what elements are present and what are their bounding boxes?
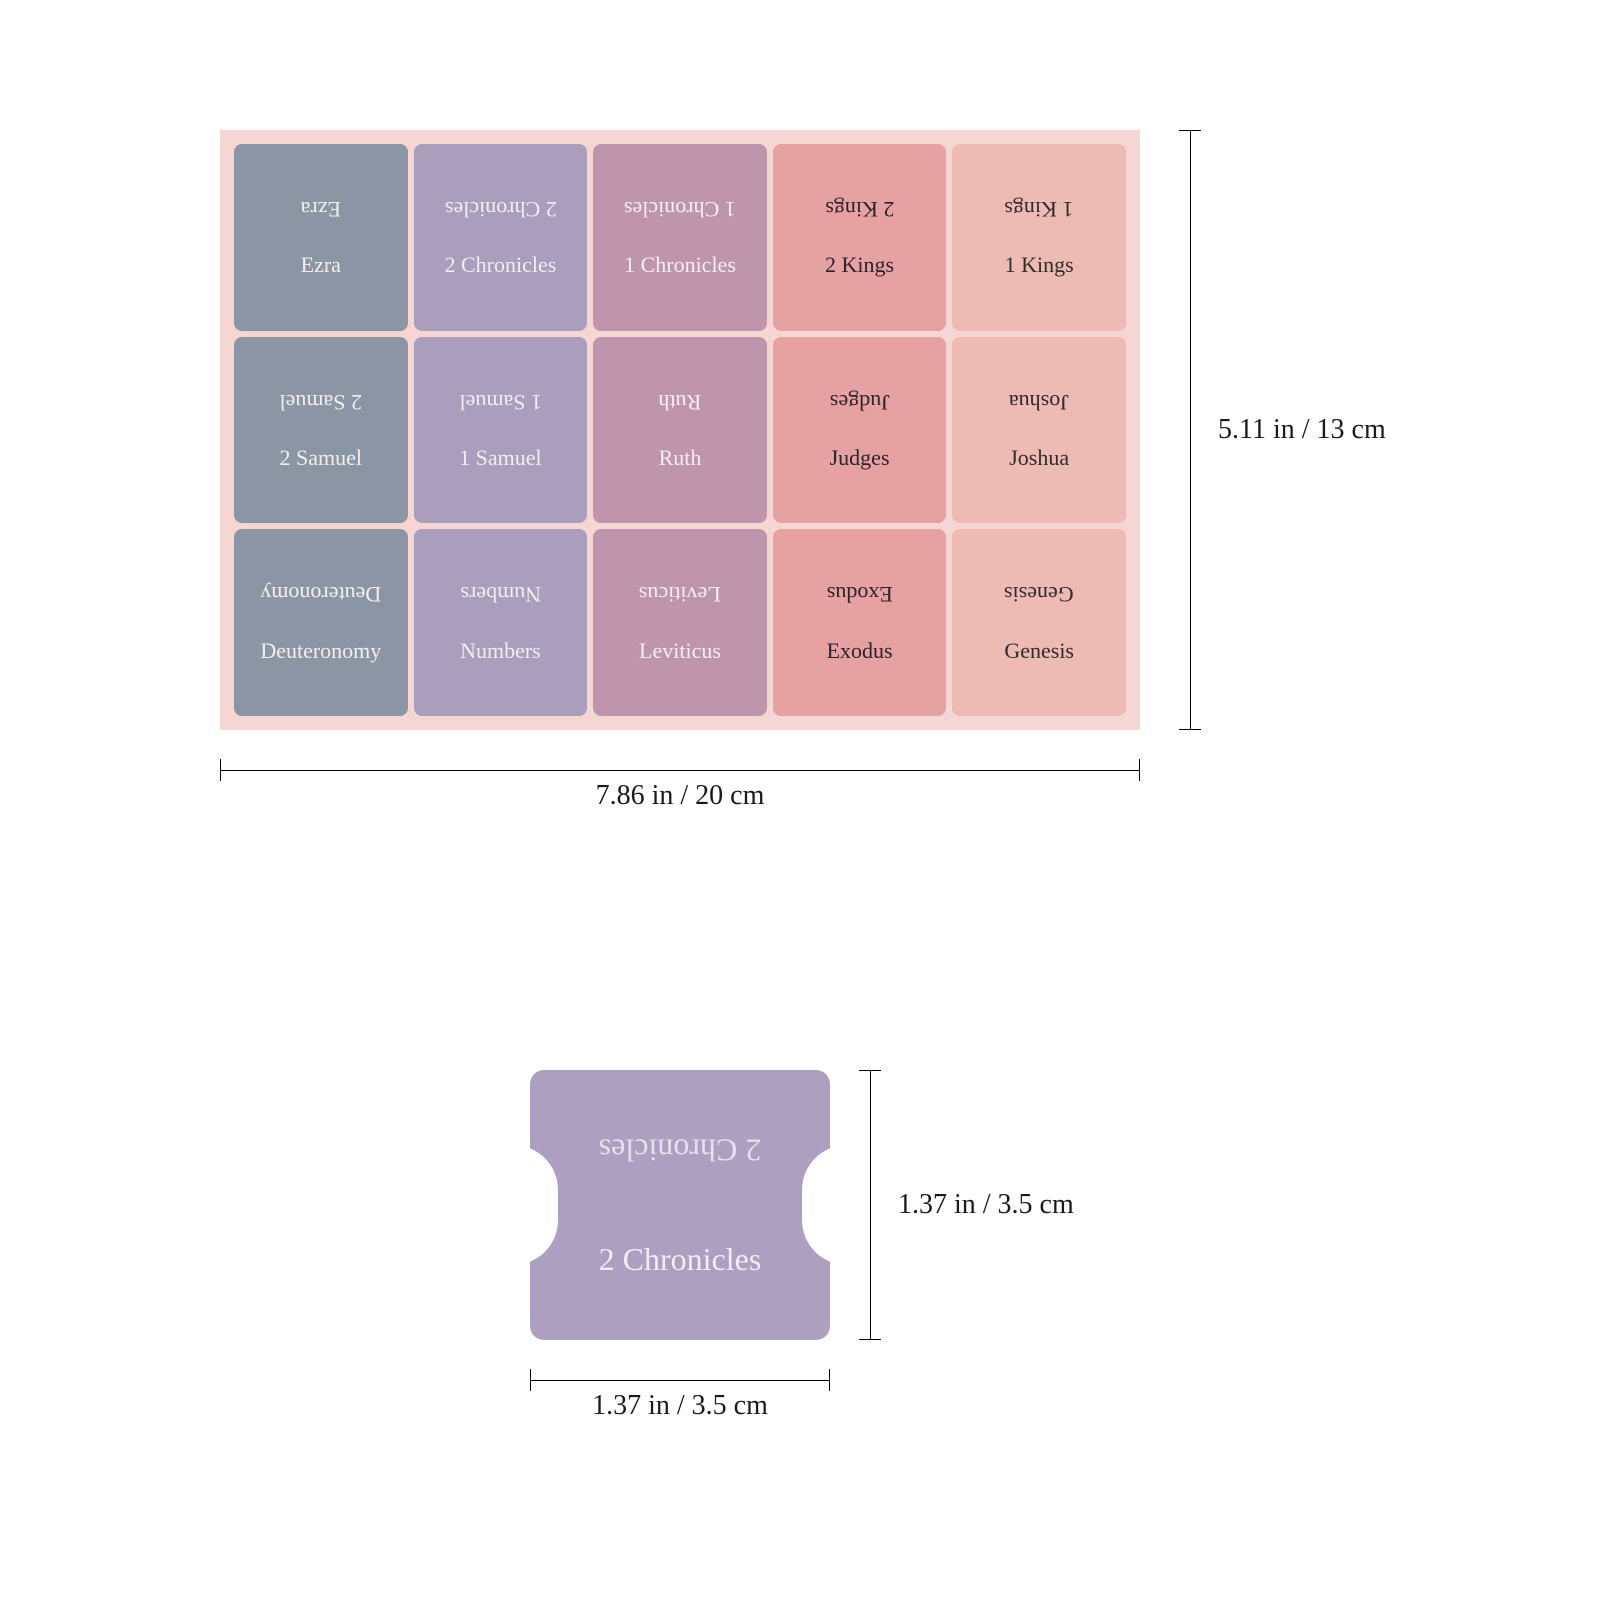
tab-label-flip: 2 Kings	[773, 192, 947, 227]
sheet-tab: Leviticus Leviticus	[593, 529, 767, 716]
sheet-grid: Ezra Ezra2 Chronicles 2 Chronicles1 Chroni…	[220, 130, 1140, 730]
tab-label: Genesis	[952, 633, 1126, 668]
sheet-tab: Ezra Ezra	[234, 144, 408, 331]
tab-label: 2 Chronicles	[414, 247, 588, 282]
sheet-row: Deuteronomy DeuteronomyNumbers NumbersLevi…	[234, 529, 1126, 716]
single-tab-label-flip: 2 Chronicles	[530, 1121, 830, 1179]
tab-label-flip: Judges	[773, 385, 947, 420]
sheet-tab: 2 Samuel 2 Samuel	[234, 337, 408, 524]
tab-label: Leviticus	[593, 633, 767, 668]
sheet-tab: Numbers Numbers	[414, 529, 588, 716]
sheet-tab: Genesis Genesis	[952, 529, 1126, 716]
sheet-height-label: 5.11 in / 13 cm	[1218, 414, 1386, 446]
tab-label-flip: 2 Samuel	[234, 385, 408, 420]
tab-label: Ezra	[234, 247, 408, 282]
sheet-row: 2 Samuel2 Samuel1 Samuel1 SamuelRuthRuth…	[234, 337, 1126, 524]
single-height-label: 1.37 in / 3.5 cm	[898, 1189, 1074, 1221]
sheet-tab: 2 Kings 2 Kings	[773, 144, 947, 331]
single-tab: 2 Chronicles 2 Chronicles 1.37 in / 3.5 …	[530, 1070, 830, 1340]
sheet-tab: 1 Kings 1 Kings	[952, 144, 1126, 331]
tab-label-flip: 2 Chronicles	[414, 192, 588, 227]
tab-label-flip: Genesis	[952, 577, 1126, 612]
single-tab-label: 2 Chronicles	[530, 1231, 830, 1289]
tab-label-flip: Numbers	[414, 577, 588, 612]
tab-label-flip: Joshua	[952, 385, 1126, 420]
sheet-tab: 2 Chronicles 2 Chronicles	[414, 144, 588, 331]
tab-label-flip: Ruth	[593, 385, 767, 420]
sheet-width-dim: 7.86 in / 20 cm	[220, 770, 1140, 812]
sheet-tab: 1 Samuel 1 Samuel	[414, 337, 588, 524]
tab-label: Deuteronomy	[234, 633, 408, 668]
single-width-dim: 1.37 in / 3.5 cm	[530, 1380, 830, 1422]
sheet-tab: Exodus Exodus	[773, 529, 947, 716]
tab-label: Joshua	[952, 440, 1126, 475]
tab-label: Numbers	[414, 633, 588, 668]
tab-label-flip: Deuteronomy	[234, 577, 408, 612]
sheet-row: Ezra Ezra2 Chronicles 2 Chronicles1 Chroni…	[234, 144, 1126, 331]
sheet-tab: Deuteronomy Deuteronomy	[234, 529, 408, 716]
tab-label-flip: 1 Samuel	[414, 385, 588, 420]
single-width-label: 1.37 in / 3.5 cm	[530, 1390, 830, 1422]
tab-label: 2 Kings	[773, 247, 947, 282]
tab-label: Ruth	[593, 440, 767, 475]
sheet-width-label: 7.86 in / 20 cm	[220, 780, 1140, 812]
sticker-sheet: Ezra Ezra2 Chronicles 2 Chronicles1 Chroni…	[220, 130, 1140, 730]
tab-label-flip: Ezra	[234, 192, 408, 227]
tab-label: Judges	[773, 440, 947, 475]
tab-label: 1 Samuel	[414, 440, 588, 475]
tab-label: Exodus	[773, 633, 947, 668]
sheet-tab: Judges Judges	[773, 337, 947, 524]
sheet-tab: 1 Chronicles 1 Chronicles	[593, 144, 767, 331]
sheet-tab: Joshua Joshua	[952, 337, 1126, 524]
tab-label: 1 Kings	[952, 247, 1126, 282]
tab-label: 2 Samuel	[234, 440, 408, 475]
tab-label: 1 Chronicles	[593, 247, 767, 282]
tab-label-flip: 1 Chronicles	[593, 192, 767, 227]
tab-label-flip: Exodus	[773, 577, 947, 612]
sheet-tab: Ruth Ruth	[593, 337, 767, 524]
tab-label-flip: Leviticus	[593, 577, 767, 612]
single-tab-body: 2 Chronicles 2 Chronicles	[530, 1070, 830, 1340]
tab-label-flip: 1 Kings	[952, 192, 1126, 227]
